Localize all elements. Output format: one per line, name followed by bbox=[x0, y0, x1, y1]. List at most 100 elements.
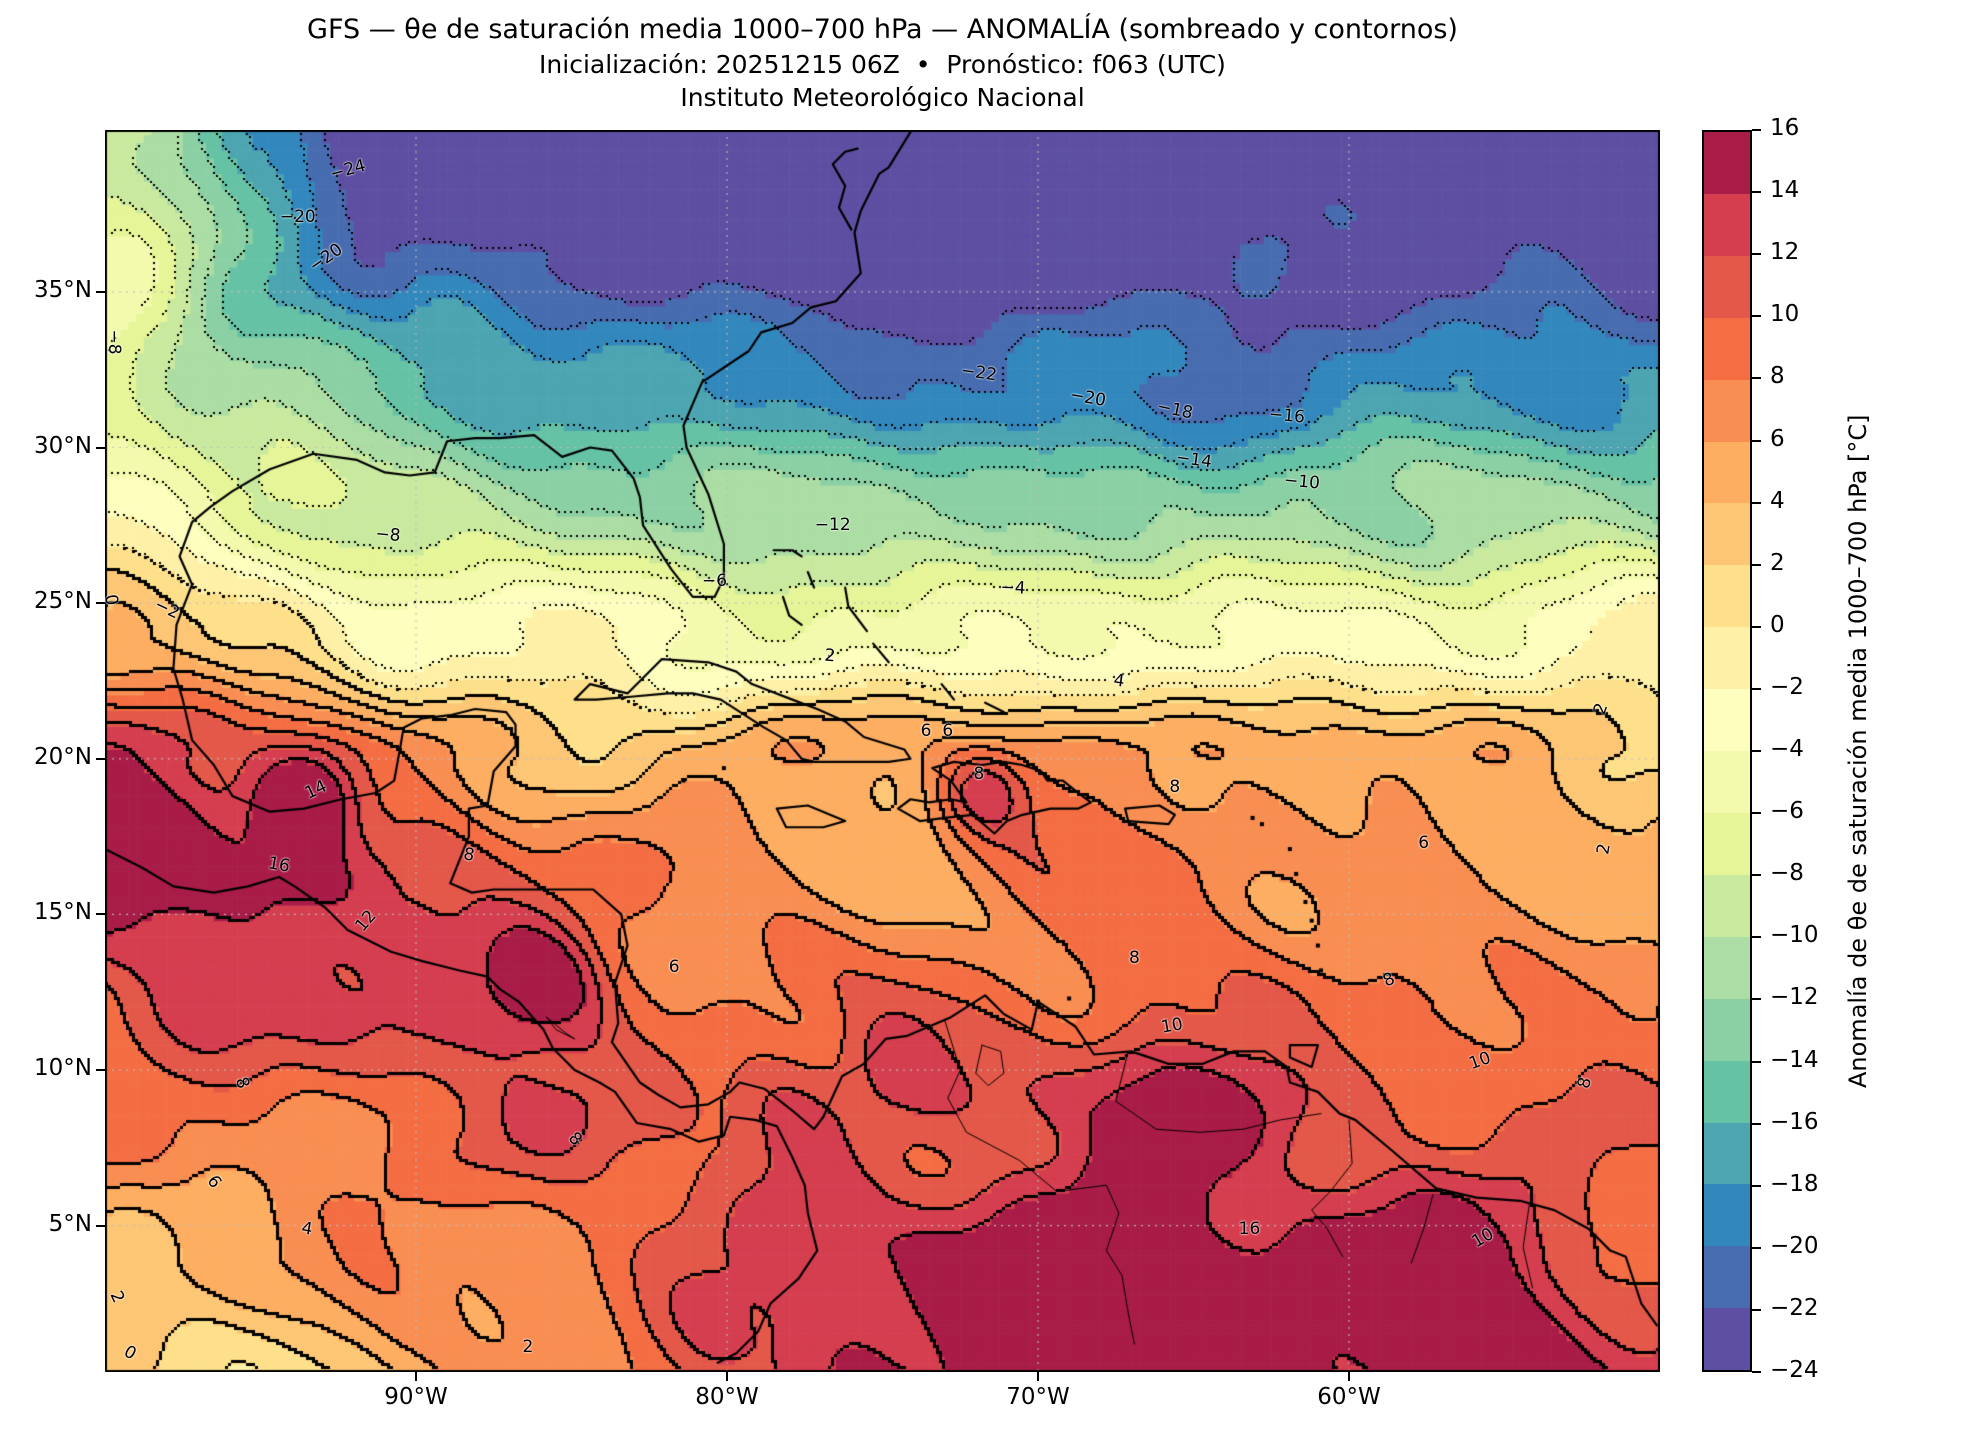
contour-label: 4 bbox=[1112, 670, 1126, 692]
colorbar-axis-label: Anomalía de θe de saturación media 1000–… bbox=[1844, 414, 1872, 1088]
colorbar-segment bbox=[1704, 503, 1750, 566]
colorbar-tickmark bbox=[1752, 687, 1761, 690]
x-axis-tick-label: 70°W bbox=[1006, 1384, 1070, 1410]
contour-label: 2 bbox=[823, 645, 836, 667]
colorbar-tickmark bbox=[1752, 191, 1761, 194]
colorbar-tickmark bbox=[1752, 1184, 1761, 1187]
colorbar-tick-label: 4 bbox=[1770, 487, 1785, 514]
y-axis-tick-label: 20°N bbox=[34, 743, 92, 770]
x-axis-tickmark bbox=[1037, 1372, 1039, 1381]
colorbar-tickmark bbox=[1752, 129, 1761, 131]
colorbar bbox=[1702, 130, 1752, 1372]
colorbar-tick-label: −20 bbox=[1770, 1232, 1819, 1259]
colorbar-tick-label: 2 bbox=[1770, 549, 1785, 576]
y-axis-tick-label: 35°N bbox=[34, 276, 92, 303]
colorbar-tick-label: −6 bbox=[1770, 798, 1804, 825]
colorbar-tick-label: 10 bbox=[1770, 301, 1800, 328]
contour-label: −8 bbox=[374, 523, 402, 546]
colorbar-tick-label: 8 bbox=[1770, 363, 1785, 390]
x-axis-tick-label: 90°W bbox=[384, 1384, 448, 1410]
colorbar-tick-label: 0 bbox=[1770, 611, 1785, 638]
colorbar-tickmark bbox=[1752, 812, 1761, 815]
colorbar-tick-label: −14 bbox=[1770, 1046, 1819, 1073]
colorbar-tickmark bbox=[1752, 315, 1761, 318]
y-axis-tick-label: 15°N bbox=[34, 899, 92, 926]
colorbar-tickmark bbox=[1752, 625, 1761, 628]
title-block: GFS — θe de saturación media 1000–700 hP… bbox=[105, 12, 1660, 114]
colorbar-tick-label: −2 bbox=[1770, 673, 1804, 700]
colorbar-segment bbox=[1704, 317, 1750, 380]
colorbar-tick-label: −16 bbox=[1770, 1108, 1819, 1135]
contour-label: 10 bbox=[1159, 1014, 1185, 1039]
colorbar-tickmark bbox=[1752, 1060, 1761, 1063]
colorbar-tickmark bbox=[1752, 377, 1761, 380]
colorbar-tickmark bbox=[1752, 563, 1761, 566]
colorbar-tick-label: 12 bbox=[1770, 239, 1800, 266]
colorbar-segment bbox=[1704, 565, 1750, 628]
colorbar-tick-label: −18 bbox=[1770, 1170, 1819, 1197]
colorbar-segment bbox=[1704, 132, 1750, 194]
x-axis-tickmark bbox=[1348, 1372, 1350, 1381]
x-axis-tickmark bbox=[415, 1372, 417, 1381]
colorbar-tickmark bbox=[1752, 1122, 1761, 1125]
contour-label: −4 bbox=[1000, 576, 1027, 599]
colorbar-tick-label: −22 bbox=[1770, 1294, 1819, 1321]
y-axis-tickmark bbox=[96, 290, 105, 293]
contour-label: −20 bbox=[279, 207, 316, 228]
x-axis-tick-label: 60°W bbox=[1317, 1384, 1381, 1410]
colorbar-segment bbox=[1704, 1060, 1750, 1123]
colorbar-tickmark bbox=[1752, 998, 1761, 1001]
chart-subtitle-init: Inicialización: 20251215 06Z • Pronóstic… bbox=[539, 50, 1226, 79]
colorbar-segment bbox=[1704, 936, 1750, 999]
colorbar-segment bbox=[1704, 998, 1750, 1061]
contour-label: 8 bbox=[1169, 776, 1181, 797]
colorbar-tickmark bbox=[1752, 874, 1761, 877]
colorbar-tickmark bbox=[1752, 1246, 1761, 1249]
colorbar-tick-label: −10 bbox=[1770, 922, 1819, 949]
colorbar-segment bbox=[1704, 379, 1750, 442]
colorbar-tickmark bbox=[1752, 750, 1761, 752]
colorbar-segment bbox=[1704, 1184, 1750, 1247]
contour-label: −12 bbox=[814, 515, 851, 536]
anomaly-map-canvas bbox=[105, 130, 1660, 1372]
colorbar-tick-label: −24 bbox=[1770, 1357, 1819, 1383]
colorbar-segment bbox=[1704, 751, 1750, 813]
colorbar-tick-label: −12 bbox=[1770, 984, 1819, 1011]
colorbar-tick-label: −8 bbox=[1770, 860, 1804, 887]
colorbar-tickmark bbox=[1752, 1371, 1761, 1373]
y-axis-tickmark bbox=[96, 913, 105, 916]
colorbar-tickmark bbox=[1752, 501, 1761, 504]
y-axis-tick-label: 10°N bbox=[34, 1055, 92, 1082]
contour-label: 6 bbox=[920, 720, 932, 741]
chart-subtitle-institution: Instituto Meteorológico Nacional bbox=[680, 83, 1085, 112]
contour-label: 6 bbox=[942, 720, 954, 741]
colorbar-segment bbox=[1704, 874, 1750, 937]
y-axis-tick-label: 5°N bbox=[48, 1210, 92, 1237]
colorbar-tick-label: 14 bbox=[1770, 177, 1800, 204]
colorbar-segment bbox=[1704, 255, 1750, 318]
map-plot-area: −24 −20 −20 −8 −22 −20 −18 −16 −14 −10 −12 −8 −6 −4 −2… bbox=[100, 130, 1660, 1372]
colorbar-tickmark bbox=[1752, 1308, 1761, 1311]
y-axis-tickmark bbox=[96, 757, 105, 760]
chart-title: GFS — θe de saturación media 1000–700 hP… bbox=[307, 14, 1458, 45]
colorbar-segment bbox=[1704, 1246, 1750, 1309]
colorbar-segment bbox=[1704, 1308, 1750, 1371]
contour-label: −6 bbox=[702, 571, 728, 592]
colorbar-tickmark bbox=[1752, 439, 1761, 442]
contour-label: 8 bbox=[973, 764, 985, 785]
colorbar-segment bbox=[1704, 812, 1750, 875]
contour-label: 6 bbox=[668, 957, 680, 978]
contour-label: −10 bbox=[1283, 470, 1322, 494]
colorbar-segment bbox=[1704, 193, 1750, 256]
colorbar-segment bbox=[1704, 689, 1750, 752]
y-axis-tickmark bbox=[96, 446, 105, 449]
colorbar-segment bbox=[1704, 627, 1750, 690]
contour-label: 16 bbox=[1238, 1218, 1261, 1239]
y-axis-tickmark bbox=[96, 1069, 105, 1072]
y-axis-tick-label: 25°N bbox=[34, 588, 92, 615]
y-axis-tickmark bbox=[96, 602, 105, 605]
y-axis-tickmark bbox=[96, 1224, 105, 1227]
colorbar-segment bbox=[1704, 441, 1750, 504]
x-axis-tickmark bbox=[726, 1372, 728, 1381]
